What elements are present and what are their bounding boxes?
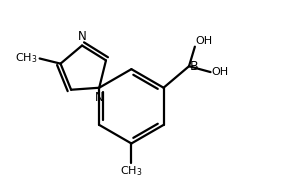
Text: OH: OH (196, 36, 213, 46)
Text: CH$_3$: CH$_3$ (120, 164, 143, 178)
Text: OH: OH (212, 67, 229, 77)
Text: CH$_3$: CH$_3$ (15, 52, 38, 65)
Text: N: N (78, 30, 86, 43)
Text: N: N (95, 91, 104, 104)
Text: B: B (190, 60, 198, 73)
